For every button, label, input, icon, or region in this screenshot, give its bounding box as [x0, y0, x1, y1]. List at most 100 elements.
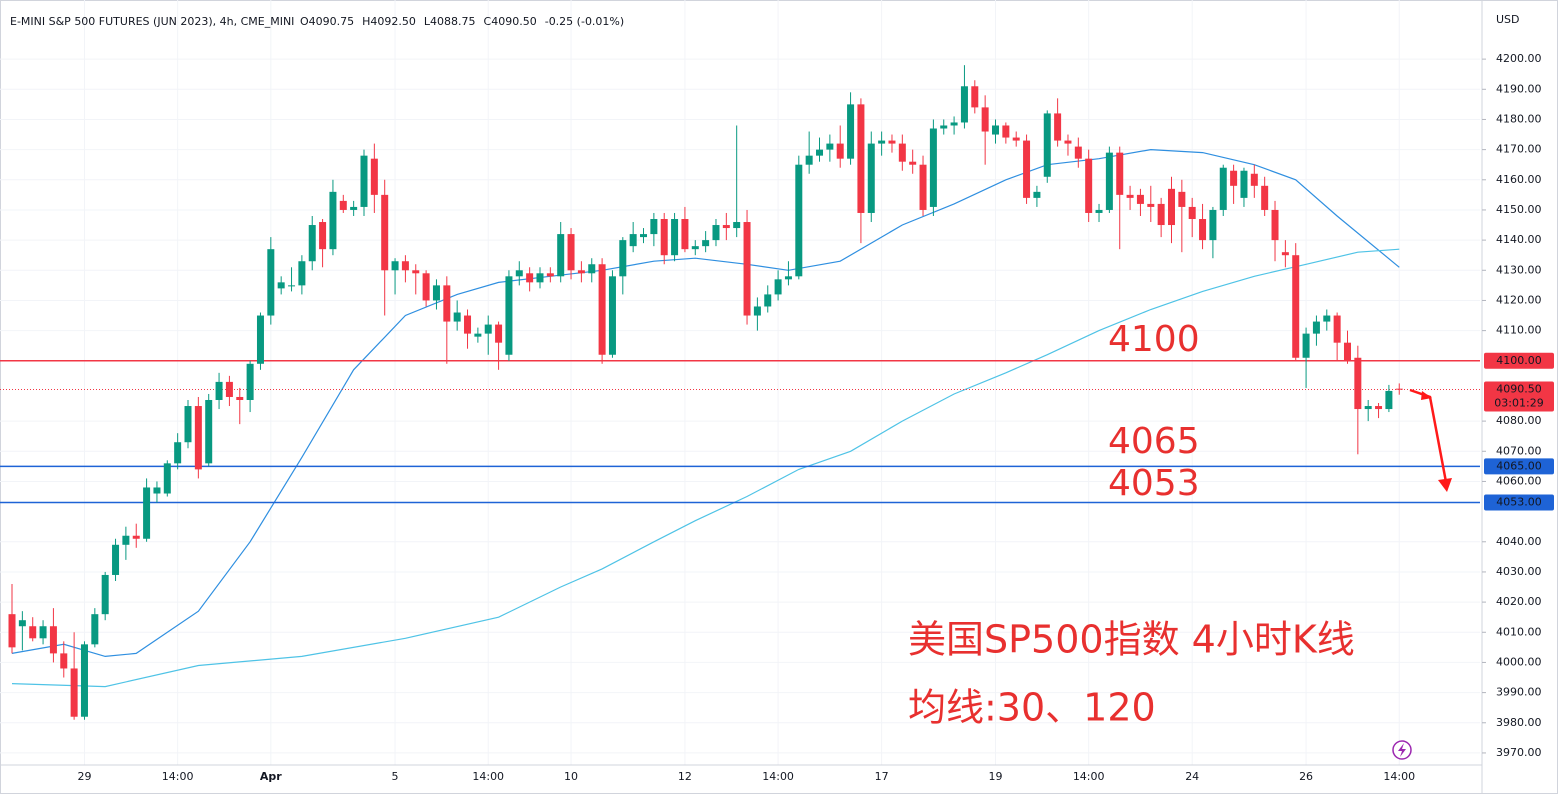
x-tick-label: 24 — [1185, 770, 1199, 783]
candle-body — [215, 381, 223, 400]
candle-body — [816, 149, 824, 156]
candle-body — [464, 315, 472, 334]
x-tick-label: 19 — [989, 770, 1003, 783]
x-tick-label: 5 — [392, 770, 399, 783]
candle-body — [339, 200, 347, 210]
y-tick-label: 4020.00 — [1496, 595, 1542, 608]
candle-body — [288, 285, 296, 287]
candle-body — [319, 222, 327, 250]
last-price-badge — [1484, 381, 1554, 412]
candle-body — [753, 306, 761, 316]
candle-body — [1147, 203, 1155, 207]
candle-body — [1333, 315, 1341, 343]
candle-body — [1085, 158, 1093, 213]
candle-body — [91, 614, 99, 645]
candle-body — [650, 219, 658, 235]
candle-body — [1136, 194, 1144, 204]
y-tick-label: 4140.00 — [1496, 233, 1542, 246]
candle-body — [1074, 146, 1082, 159]
candle-body — [1230, 170, 1238, 186]
candle-body — [1354, 357, 1362, 410]
candle-body — [1199, 219, 1207, 241]
candle-body — [453, 312, 461, 322]
level-badge — [1484, 458, 1554, 475]
x-tick-label: 14:00 — [472, 770, 504, 783]
y-tick-label: 4180.00 — [1496, 112, 1542, 125]
candle-body — [836, 143, 844, 159]
candle-body — [950, 122, 958, 126]
annotation: 美国SP500指数 4小时K线 — [908, 618, 1355, 662]
candle-body — [1012, 137, 1020, 141]
level-badge — [1484, 352, 1554, 369]
candle-body — [992, 125, 1000, 135]
y-tick-label: 4150.00 — [1496, 203, 1542, 216]
level-label: 4065.00 — [1496, 459, 1542, 472]
candle-body — [857, 104, 865, 213]
y-tick-label: 4130.00 — [1496, 263, 1542, 276]
candle-body — [29, 626, 37, 639]
x-tick-label: 12 — [678, 770, 692, 783]
candle-body — [515, 270, 523, 277]
candle-body — [702, 240, 710, 247]
candle-body — [867, 143, 875, 213]
candle-body — [101, 574, 109, 615]
candle-body — [805, 155, 813, 165]
candle-body — [432, 285, 440, 301]
y-tick-label: 4030.00 — [1496, 565, 1542, 578]
candle-body — [391, 261, 399, 271]
candle-body — [205, 399, 213, 464]
candle-body — [80, 644, 88, 717]
y-tick-label: 4110.00 — [1496, 324, 1542, 337]
y-tick-label: 3970.00 — [1496, 746, 1542, 759]
candle-body — [1302, 333, 1310, 358]
candle-body — [49, 626, 57, 654]
ohlc-value: O4090.75 — [300, 15, 354, 28]
candle-body — [112, 544, 120, 575]
candle-body — [1271, 209, 1279, 241]
y-tick-label: 4120.00 — [1496, 293, 1542, 306]
candle-body — [878, 140, 886, 144]
y-tick-label: 4080.00 — [1496, 414, 1542, 427]
y-tick-label: 4010.00 — [1496, 625, 1542, 638]
candle-body — [660, 219, 668, 256]
candle-body — [619, 240, 627, 277]
candle-body — [236, 396, 244, 400]
candle-body — [909, 161, 917, 165]
last-price-label: 4090.50 — [1496, 382, 1542, 395]
candle-body — [919, 164, 927, 210]
candle-body — [940, 125, 948, 129]
candle-body — [1240, 170, 1248, 198]
level-label: 4053.00 — [1496, 496, 1542, 509]
candle-body — [608, 276, 616, 355]
candle-body — [474, 333, 482, 337]
candle-body — [184, 406, 192, 443]
candle-body — [1343, 342, 1351, 361]
candle-body — [712, 225, 720, 241]
candle-body — [422, 273, 430, 301]
candle-body — [39, 626, 47, 639]
y-tick-label: 4190.00 — [1496, 82, 1542, 95]
ohlc-value: H4092.50 — [362, 15, 416, 28]
candle-body — [1281, 252, 1289, 256]
candle-body — [122, 535, 130, 545]
candle-body — [1126, 194, 1134, 198]
candle-body — [370, 158, 378, 195]
y-tick-label: 4000.00 — [1496, 655, 1542, 668]
candle-body — [1095, 209, 1103, 213]
candle-body — [681, 219, 689, 250]
candle-body — [629, 234, 637, 247]
candle-body — [225, 381, 233, 397]
candle-body — [1033, 191, 1041, 198]
candle-body — [1064, 140, 1072, 144]
candle-body — [743, 222, 751, 316]
candle-body — [1188, 206, 1196, 220]
change-value: -0.25 (-0.01%) — [545, 15, 624, 28]
candle-body — [132, 535, 140, 539]
candle-body — [1157, 203, 1165, 226]
candle-body — [640, 234, 648, 238]
candle-body — [1261, 185, 1269, 210]
y-tick-label: 4200.00 — [1496, 52, 1542, 65]
candle-body — [174, 442, 182, 464]
candle-body — [1219, 167, 1227, 210]
